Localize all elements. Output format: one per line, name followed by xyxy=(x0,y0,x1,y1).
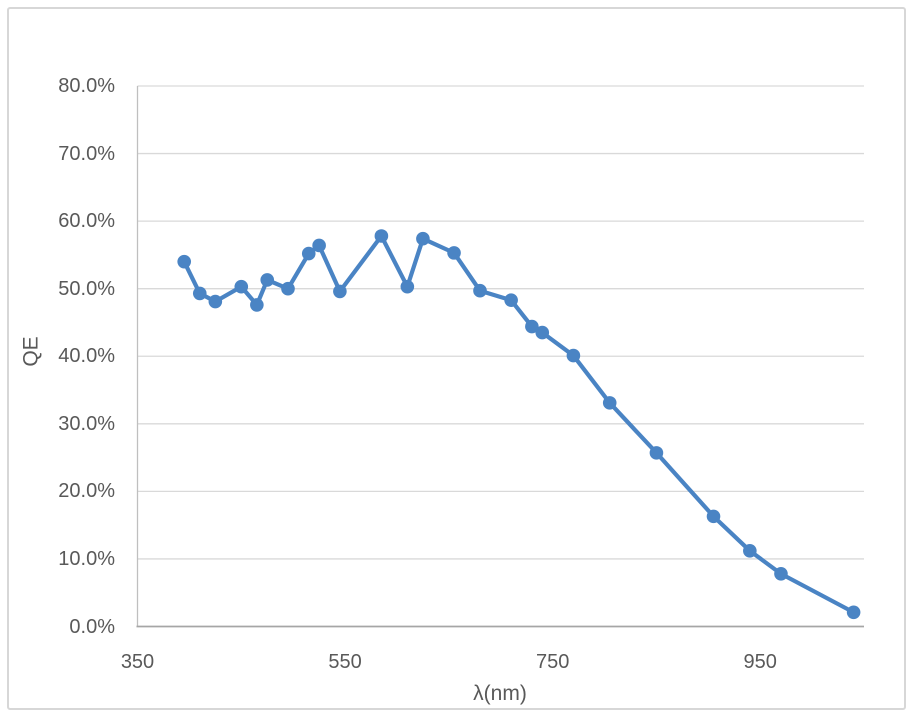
data-point-marker xyxy=(301,246,316,261)
data-point-marker xyxy=(374,229,389,243)
data-point-marker xyxy=(602,396,617,410)
x-tick-label: 350 xyxy=(120,651,155,673)
data-point-marker xyxy=(846,605,861,620)
x-tick-label: 950 xyxy=(743,651,777,673)
y-tick-label: 50.0% xyxy=(58,277,115,300)
data-point-marker xyxy=(706,509,721,524)
data-point-marker xyxy=(504,293,518,307)
y-tick-label: 20.0% xyxy=(58,480,115,503)
y-tick-label: 0.0% xyxy=(69,615,115,638)
y-tick-label: 10.0% xyxy=(58,547,115,570)
data-point-marker xyxy=(250,298,264,312)
y-tick-label: 30.0% xyxy=(58,412,115,435)
x-tick-label: 750 xyxy=(535,651,570,673)
data-point-marker xyxy=(333,284,347,299)
data-point-marker xyxy=(447,246,461,260)
y-tick-label: 60.0% xyxy=(58,210,115,233)
y-tick-label: 40.0% xyxy=(58,345,115,368)
data-point-marker xyxy=(177,254,192,269)
data-point-marker xyxy=(473,283,487,298)
data-point-marker xyxy=(535,325,550,340)
data-point-marker xyxy=(208,294,223,309)
data-point-marker xyxy=(774,567,788,581)
data-point-marker xyxy=(281,281,295,296)
data-point-marker xyxy=(649,446,664,460)
data-point-marker xyxy=(743,544,757,558)
data-point-marker xyxy=(566,348,581,363)
y-tick-label: 70.0% xyxy=(58,142,115,165)
x-axis-title: λ(nm) xyxy=(473,682,527,705)
data-point-marker xyxy=(192,286,207,301)
data-point-marker xyxy=(234,279,249,294)
y-axis-title: QE xyxy=(19,336,43,367)
chart-border-frame xyxy=(7,7,906,710)
data-point-marker xyxy=(400,279,415,294)
data-point-marker xyxy=(312,238,326,253)
data-point-marker xyxy=(525,319,539,334)
y-tick-label: 80.0% xyxy=(58,75,115,97)
data-point-marker xyxy=(260,273,275,287)
data-point-marker xyxy=(416,231,430,246)
x-tick-label: 550 xyxy=(328,651,362,673)
